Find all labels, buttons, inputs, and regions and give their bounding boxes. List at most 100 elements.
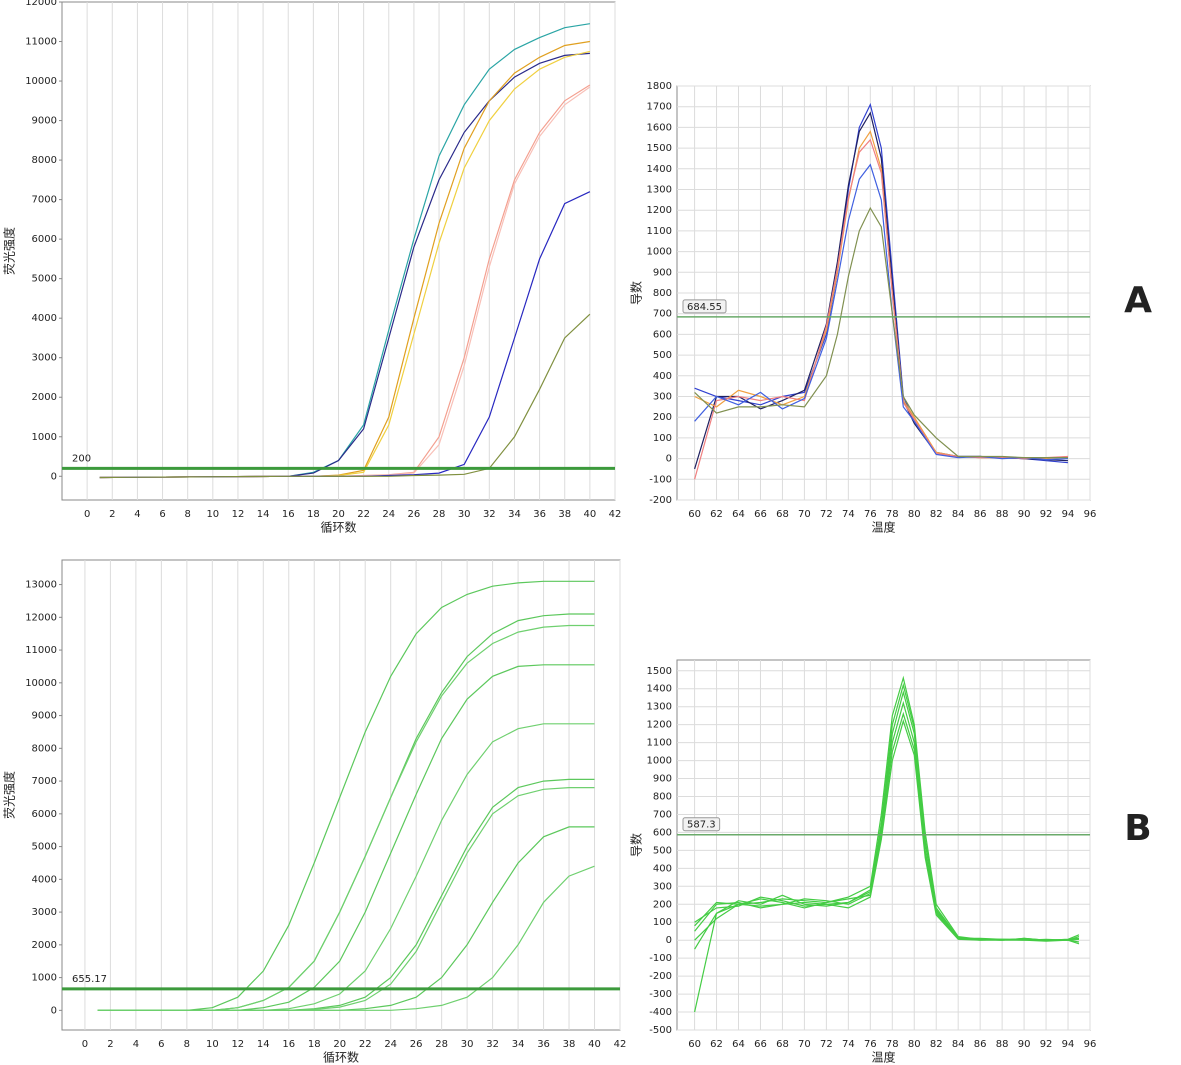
x-tick-label: 74: [842, 1039, 855, 1050]
x-tick-label: 66: [754, 509, 767, 520]
x-tick-label: 10: [206, 1039, 219, 1050]
y-tick-label: 11000: [25, 37, 57, 48]
series-group: [99, 23, 591, 479]
y-tick-label: 1300: [647, 702, 672, 713]
y-tick-label: 12000: [25, 612, 57, 623]
y-tick-label: 600: [653, 329, 672, 340]
y-tick-label: 4000: [32, 874, 57, 885]
y-tick-label: 1400: [647, 164, 672, 175]
y-tick-label: 200: [653, 899, 672, 910]
x-tick-label: 30: [461, 1039, 474, 1050]
x-tick-label: 32: [483, 509, 496, 520]
threshold-label: 587.3: [687, 820, 716, 831]
x-tick-label: 68: [776, 1039, 789, 1050]
y-tick-label: 6000: [32, 234, 57, 245]
y-tick-label: 400: [653, 371, 672, 382]
x-tick-label: 86: [974, 1039, 987, 1050]
y-tick-label: 1500: [647, 143, 672, 154]
y-tick-label: 400: [653, 863, 672, 874]
x-tick-label: 4: [133, 1039, 139, 1050]
x-tick-label: 12: [232, 509, 245, 520]
y-tick-label: 10000: [25, 678, 57, 689]
x-tick-label: 90: [1018, 509, 1031, 520]
y-tick-label: 13000: [25, 580, 57, 591]
y-tick-label: 300: [653, 392, 672, 403]
x-tick-label: 72: [820, 1039, 833, 1050]
x-tick-label: 64: [732, 509, 745, 520]
x-tick-label: 70: [798, 1039, 811, 1050]
y-tick-label: 4000: [32, 313, 57, 324]
y-tick-label: 1600: [647, 122, 672, 133]
x-tick-label: 12: [231, 1039, 244, 1050]
x-axis-title: 温度: [871, 520, 895, 535]
y-tick-label: 0: [51, 471, 57, 482]
y-tick-label: 3000: [32, 353, 57, 364]
x-tick-label: 8: [184, 509, 190, 520]
y-tick-label: -200: [649, 495, 672, 506]
x-tick-label: 84: [952, 509, 965, 520]
y-tick-label: 0: [666, 935, 672, 946]
x-tick-label: 22: [357, 509, 370, 520]
x-tick-label: 74: [842, 509, 855, 520]
curve: [97, 865, 595, 1011]
x-tick-label: 36: [537, 1039, 550, 1050]
y-tick-label: 6000: [32, 809, 57, 820]
x-tick-label: 78: [886, 509, 899, 520]
x-tick-label: 20: [333, 1039, 346, 1050]
y-axis-title: 荧光强度: [2, 771, 17, 819]
x-tick-label: 16: [282, 1039, 295, 1050]
series-group: [694, 102, 1069, 480]
x-tick-label: 68: [776, 509, 789, 520]
x-axis-title: 循环数: [323, 1050, 359, 1065]
x-tick-label: 72: [820, 509, 833, 520]
y-tick-label: 800: [653, 288, 672, 299]
curve: [694, 719, 1080, 941]
curve: [99, 52, 590, 479]
y-tick-label: 600: [653, 827, 672, 838]
y-tick-label: 0: [51, 1005, 57, 1016]
x-tick-label: 42: [614, 1039, 627, 1050]
y-tick-label: -300: [649, 989, 672, 1000]
y-tick-label: 3000: [32, 907, 57, 918]
panel-label: A: [1124, 280, 1152, 321]
y-tick-label: 1700: [647, 102, 672, 113]
y-tick-label: 1400: [647, 684, 672, 695]
y-tick-label: 1300: [647, 185, 672, 196]
y-tick-label: 300: [653, 881, 672, 892]
x-tick-label: 2: [107, 1039, 113, 1050]
curve: [694, 163, 1069, 461]
x-tick-label: 28: [433, 509, 446, 520]
x-tick-label: 78: [886, 1039, 899, 1050]
x-tick-label: 88: [996, 509, 1009, 520]
x-tick-label: 30: [458, 509, 471, 520]
x-tick-label: 76: [864, 1039, 877, 1050]
curve: [97, 580, 595, 1011]
y-tick-label: 1000: [647, 247, 672, 258]
y-tick-label: 2000: [32, 392, 57, 403]
y-tick-label: 9000: [32, 116, 57, 127]
x-tick-label: 36: [533, 509, 546, 520]
x-axis-title: 温度: [871, 1050, 895, 1065]
x-tick-label: 40: [583, 509, 596, 520]
y-tick-label: 5000: [32, 274, 57, 285]
x-tick-label: 92: [1040, 1039, 1053, 1050]
x-tick-label: 20: [332, 509, 345, 520]
y-tick-label: 700: [653, 809, 672, 820]
x-tick-label: 96: [1084, 509, 1097, 520]
plot-area: [676, 659, 1091, 1031]
y-tick-label: 800: [653, 792, 672, 803]
y-tick-label: 11000: [25, 645, 57, 656]
y-tick-label: 900: [653, 267, 672, 278]
x-tick-label: 70: [798, 509, 811, 520]
y-tick-label: 1800: [647, 81, 672, 92]
x-tick-label: 32: [486, 1039, 499, 1050]
y-tick-label: 700: [653, 309, 672, 320]
x-tick-label: 62: [710, 1039, 723, 1050]
y-tick-label: 12000: [25, 0, 57, 8]
x-tick-label: 86: [974, 509, 987, 520]
x-tick-label: 34: [512, 1039, 525, 1050]
y-tick-label: 900: [653, 774, 672, 785]
x-tick-label: 18: [307, 509, 320, 520]
y-tick-label: 5000: [32, 842, 57, 853]
